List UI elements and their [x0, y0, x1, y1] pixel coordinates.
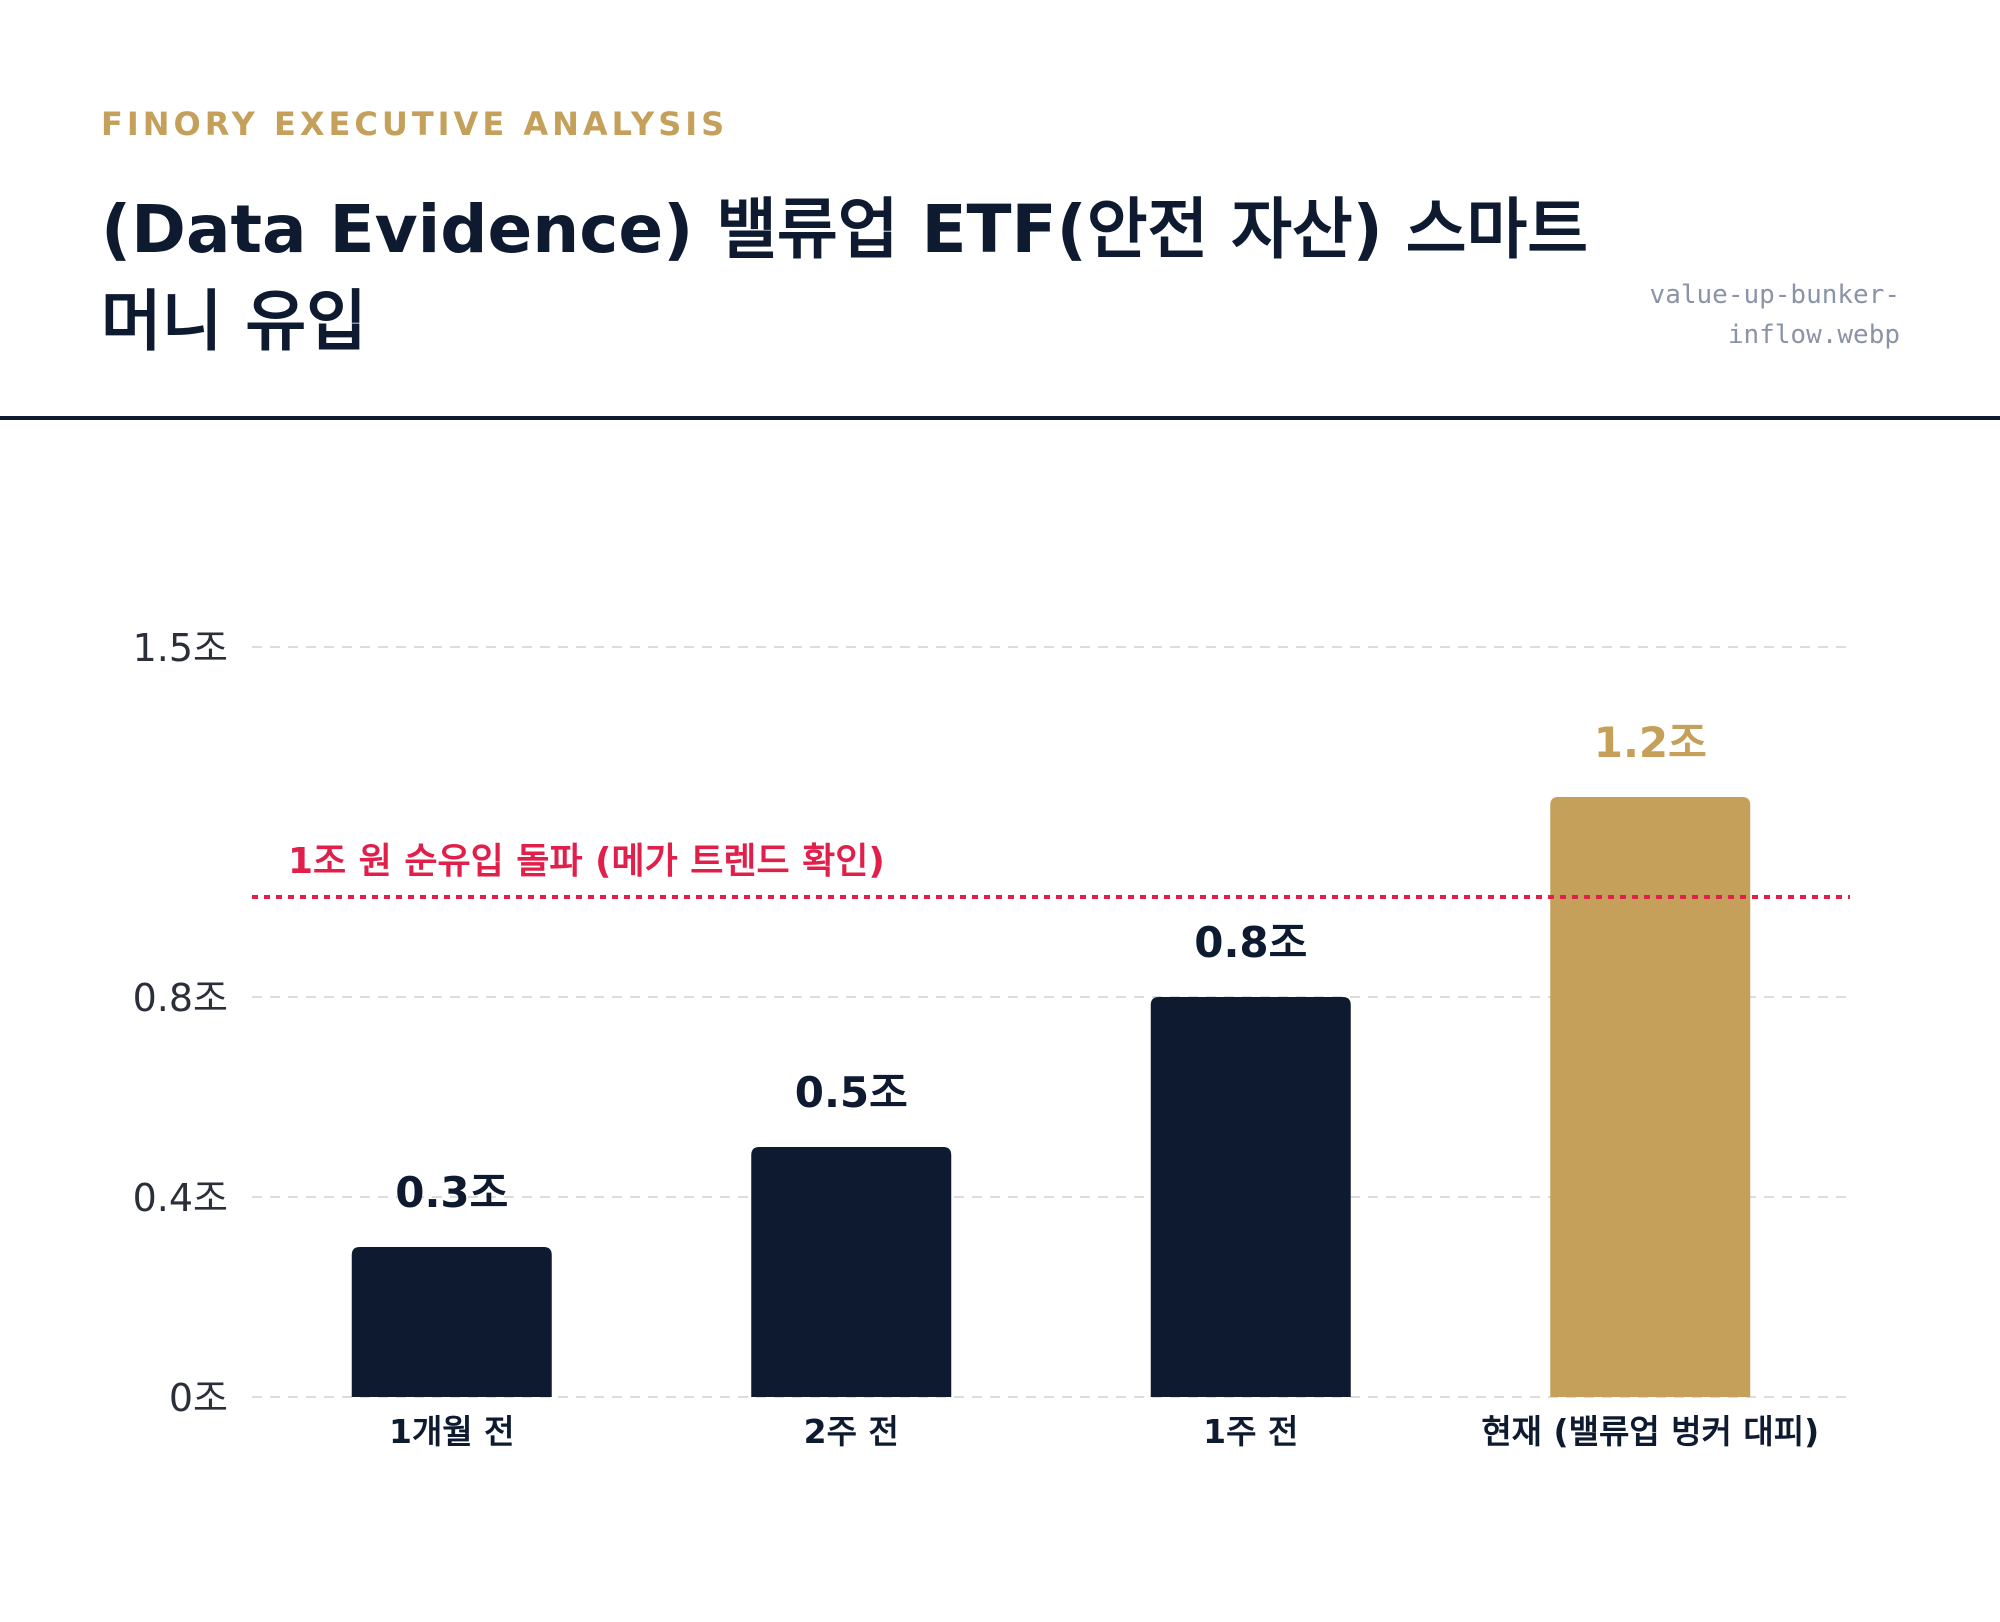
- y-tick-label: 0조: [169, 1376, 228, 1420]
- bar: [751, 1147, 952, 1397]
- data-label: 1.2조: [1594, 718, 1707, 767]
- bar: [351, 1247, 552, 1397]
- bar: [1550, 797, 1751, 1397]
- filename-label: value-up-bunker-inflow.webp: [1649, 280, 1900, 350]
- x-tick-label: 1개월 전: [389, 1412, 515, 1451]
- x-tick-label: 현재 (밸류업 벙커 대피): [1481, 1412, 1819, 1451]
- y-tick-label: 0.4조: [133, 1176, 228, 1220]
- x-tick-label: 2주 전: [804, 1412, 899, 1451]
- page-title: (Data Evidence) 밸류업 ETF(안전 자산) 스마트머니 유입: [101, 191, 1588, 360]
- x-tick-label: 1주 전: [1203, 1412, 1298, 1451]
- y-tick-label: 0.8조: [133, 976, 228, 1020]
- data-label: 0.8조: [1194, 918, 1307, 967]
- threshold-label: 1조 원 순유입 돌파 (메가 트렌드 확인): [288, 841, 885, 882]
- header: FINORY EXECUTIVE ANALYSIS (Data Evidence…: [0, 0, 2000, 418]
- y-tick-label: 1.5조: [133, 626, 228, 670]
- eyebrow-label: FINORY EXECUTIVE ANALYSIS: [101, 105, 729, 143]
- data-label: 0.5조: [795, 1068, 908, 1117]
- bar: [1150, 997, 1351, 1397]
- header-divider: [0, 416, 2000, 420]
- data-label: 0.3조: [395, 1168, 508, 1217]
